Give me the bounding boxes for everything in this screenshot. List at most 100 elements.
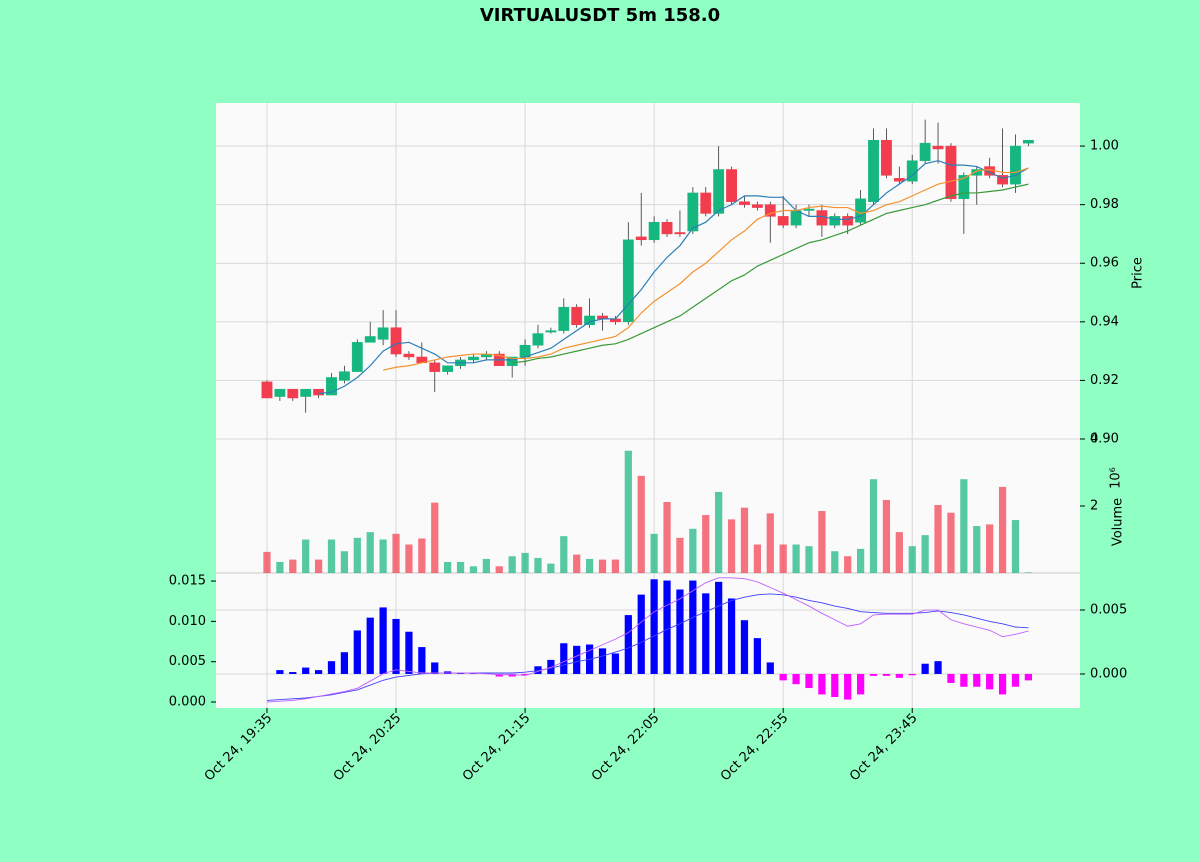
candle-body [700,192,712,214]
volume-bar [805,546,813,573]
histogram-bar [844,673,852,700]
histogram-bar [689,580,697,674]
candle-body [506,356,518,367]
y-tick-label: 4 [1090,432,1098,447]
candle-body [764,204,776,217]
candle-body [1022,139,1034,144]
candle-body [364,336,376,343]
histogram-bar [805,673,813,689]
volume-bar [779,544,787,573]
histogram-bar [663,580,671,674]
y-tick-label: 1.00 [1090,139,1119,154]
volume-axis-label: Volume [1111,498,1126,546]
y-tick-label: 0.96 [1090,256,1119,271]
candle-body [674,232,686,235]
volume-bar [650,533,658,573]
y-tick-label: 0.005 [169,654,206,669]
histogram-bar [960,673,968,687]
candle-body [429,362,441,372]
volume-offset-label: 10⁶ [1109,467,1124,489]
x-tick-label: Oct 24, 19:35 [202,711,275,784]
volume-bar [573,554,581,573]
candle-body [558,306,570,331]
volume-bar [418,538,426,573]
volume-bar [960,479,968,573]
volume-bar [456,561,465,573]
candle-body [945,145,957,200]
histogram-bar [715,581,723,674]
volume-bar [314,559,323,573]
candle-body [919,142,931,161]
y-tick-label: 0.000 [169,695,206,710]
histogram-bar [727,598,736,674]
volume-bar [676,537,684,573]
line [266,577,1029,703]
y-tick-label: 0.90 [1090,432,1119,447]
histogram-bar [353,630,361,674]
histogram-bar [340,652,349,674]
candle-body [687,192,699,232]
volume-bar [998,486,1007,573]
volume-bar [637,475,645,573]
histogram-bar [495,673,503,677]
candle-body [584,315,596,326]
histogram-bar [431,662,439,674]
volume-bar [340,551,349,573]
candle-body [313,388,325,396]
y-tick-label: 0.92 [1090,373,1119,388]
volume-bar [715,491,723,573]
histogram-bar [947,673,955,683]
histogram-bar [779,673,787,681]
volume-bar [895,532,903,573]
chart-title: VIRTUALUSDT 5m 158.0 [480,5,720,26]
line [266,593,1029,701]
plot-background [216,103,1080,708]
candle-body [287,388,299,399]
histogram-bar [869,673,878,676]
x-tick-label: Oct 24, 21:15 [460,711,533,784]
histogram-bar [289,672,297,674]
x-tick-label: Oct 24, 22:05 [589,711,662,784]
volume-bar [405,544,413,573]
candle-body [726,169,737,202]
candle-body [571,306,583,326]
histogram-bar [456,673,465,674]
volume-bar [495,566,503,573]
histogram-bar [740,620,749,674]
histogram-bar [766,662,774,674]
candle-body [390,327,402,355]
y-tick-label: 0.010 [169,614,206,629]
volume-bar [302,539,310,573]
histogram-bar [521,673,529,676]
volume-bar [792,544,800,573]
candle-body [842,216,854,226]
volume-bar [353,537,361,573]
candle-body [803,208,815,211]
candle-body [751,204,763,208]
histogram-bar [624,615,632,674]
histogram-bar [934,661,942,674]
candle-body [442,365,454,372]
candle-body [713,169,725,214]
y-tick-label: 0.94 [1090,314,1119,329]
y-tick-label: 2 [1090,499,1098,514]
volume-bar [1011,520,1020,573]
candle-body [351,342,363,372]
volume-bar [366,532,374,573]
volume-bar [766,513,774,573]
histogram-bar [818,673,826,695]
histogram-bar [379,607,387,674]
histogram-bar [921,663,929,674]
histogram-bar [366,617,374,674]
volume-bar [934,504,942,573]
candle-body [829,216,841,226]
volume-bar [508,556,516,573]
histogram-bar [702,593,710,674]
histogram-bar [598,648,607,674]
y-tick-label: 0.98 [1090,197,1119,212]
candle-body [468,356,479,361]
candle-body [532,333,544,346]
histogram-bar [650,579,658,674]
histogram-bar [418,647,426,674]
price-axis-label: Price [1131,257,1146,289]
